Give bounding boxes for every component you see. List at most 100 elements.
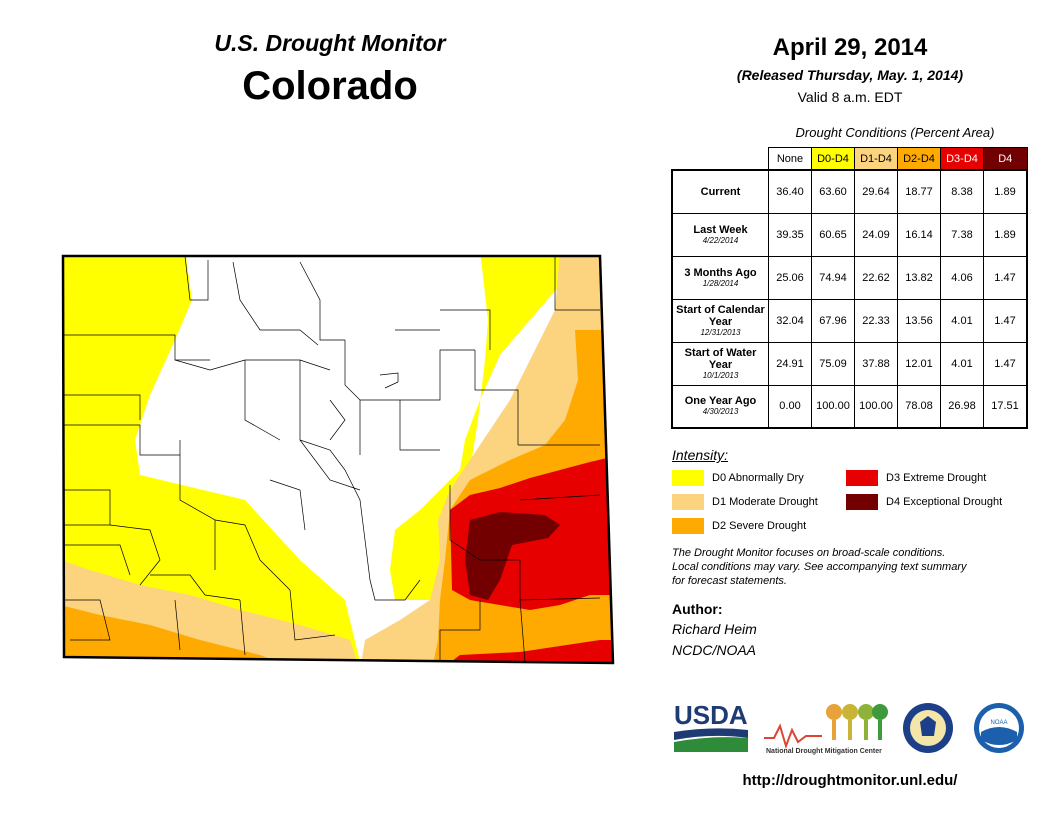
table-row: One Year Ago 4/30/2013 0.00 100.00 100.00 78.… <box>671 384 1028 429</box>
table-cell: 36.40 <box>768 169 812 214</box>
monitor-title: U.S. Drought Monitor <box>214 30 446 56</box>
website-url[interactable]: http://droughtmonitor.unl.edu/ <box>742 772 958 789</box>
table-cell: 100.00 <box>854 384 898 429</box>
row-label: 3 Months Ago <box>684 266 757 279</box>
note-line: for forecast statements. <box>672 575 787 587</box>
state-outline <box>61 254 615 665</box>
table-cell: 1.47 <box>983 255 1028 300</box>
table-cell: 24.91 <box>768 341 812 386</box>
table-row: Current 36.40 63.60 29.64 18.77 8.38 1.89 <box>671 169 1028 214</box>
table-cell: 22.62 <box>854 255 898 300</box>
table-cell: 4.01 <box>940 298 984 343</box>
row-header: Start of Water Year 10/1/2013 <box>671 341 769 386</box>
row-date: 4/22/2014 <box>702 235 739 245</box>
row-header: 3 Months Ago 1/28/2014 <box>671 255 769 300</box>
author-label: Author: <box>672 601 723 617</box>
table-row: Start of Calendar Year 12/31/2013 32.04 67.… <box>671 298 1028 343</box>
table-row: 3 Months Ago 1/28/2014 25.06 74.94 22.62 13.8… <box>671 255 1028 300</box>
table-cell: 18.77 <box>897 169 941 214</box>
legend-swatch <box>846 494 878 510</box>
map-date: April 29, 2014 <box>772 34 928 61</box>
table-cell: 7.38 <box>940 212 984 257</box>
table-cell: 12.01 <box>897 341 941 386</box>
release-date: (Released Thursday, May. 1, 2014) <box>736 67 964 83</box>
drought-statistics-table: None D0-D4 D1-D4 D2-D4 D3-D4 D4 Current 36.40 6… <box>671 147 1028 429</box>
row-date: 10/1/2013 <box>702 370 739 380</box>
legend-swatch <box>846 470 878 486</box>
table-cell: 25.06 <box>768 255 812 300</box>
legend-label: D0 Abnormally Dry <box>712 472 804 484</box>
legend-swatch <box>672 518 704 534</box>
row-date: 4/30/2013 <box>702 407 739 417</box>
table-cell: 100.00 <box>811 384 855 429</box>
disclaimer-note: The Drought Monitor focuses on broad-sca… <box>672 546 1032 588</box>
table-cell: 17.51 <box>983 384 1028 429</box>
table-row: Start of Water Year 10/1/2013 24.91 75.09 37… <box>671 341 1028 386</box>
legend-label: D1 Moderate Drought <box>712 496 818 508</box>
legend-title: Intensity: <box>672 447 729 463</box>
table-cell: 29.64 <box>854 169 898 214</box>
noaa-logo: NOAA <box>974 703 1024 753</box>
table-cell: 1.89 <box>983 169 1028 214</box>
table-cell: 13.56 <box>897 298 941 343</box>
table-cell: 63.60 <box>811 169 855 214</box>
column-header: D2-D4 <box>897 147 941 171</box>
row-label: Current <box>700 185 741 198</box>
table-cell: 4.06 <box>940 255 984 300</box>
table-cell: 78.08 <box>897 384 941 429</box>
table-cell: 32.04 <box>768 298 812 343</box>
table-cell: 1.47 <box>983 298 1028 343</box>
county-boundaries <box>63 256 601 663</box>
table-cell: 13.82 <box>897 255 941 300</box>
table-cell: 75.09 <box>811 341 855 386</box>
legend-swatch <box>672 470 704 486</box>
column-header: D3-D4 <box>940 147 984 171</box>
table-cell: 22.33 <box>854 298 898 343</box>
table-cell: 24.09 <box>854 212 898 257</box>
usda-logo-text: USDA <box>674 700 748 730</box>
row-label: One Year Ago <box>684 395 757 408</box>
usda-logo: USDA <box>674 700 748 752</box>
column-header: D0-D4 <box>811 147 855 171</box>
valid-time: Valid 8 a.m. EDT <box>797 89 903 105</box>
legend-label: D2 Severe Drought <box>712 520 807 532</box>
table-cell: 74.94 <box>811 255 855 300</box>
row-label: Start of Water Year <box>684 346 757 371</box>
table-cell: 37.88 <box>854 341 898 386</box>
table-cell: 4.01 <box>940 341 984 386</box>
colorado-drought-map <box>61 254 615 665</box>
ndmc-logo: National Drought Mitigation Center <box>764 704 888 755</box>
noaa-logo-text: NOAA <box>990 720 1007 726</box>
row-header: Last Week 4/22/2014 <box>671 212 769 257</box>
table-row: Last Week 4/22/2014 39.35 60.65 24.09 16.14 7.… <box>671 212 1028 257</box>
table-cell: 26.98 <box>940 384 984 429</box>
header-blank <box>672 148 769 171</box>
table-cell: 1.89 <box>983 212 1028 257</box>
legend-label: D3 Extreme Drought <box>886 472 987 484</box>
table-cell: 67.96 <box>811 298 855 343</box>
author-org: NCDC/NOAA <box>672 642 757 658</box>
region-d0-northeast <box>390 256 560 600</box>
table-caption: Drought Conditions (Percent Area) <box>795 125 995 140</box>
region-d4 <box>465 512 560 600</box>
row-header: Start of Calendar Year 12/31/2013 <box>671 298 769 343</box>
region-d0-west <box>63 256 362 663</box>
row-date: 1/28/2014 <box>702 278 739 288</box>
row-date: 12/31/2013 <box>700 327 741 337</box>
note-line: Local conditions may vary. See accompany… <box>672 561 967 573</box>
row-label: Last Week <box>693 223 748 236</box>
column-header: D1-D4 <box>854 147 898 171</box>
table-cell: 60.65 <box>811 212 855 257</box>
table-cell: 0.00 <box>768 384 812 429</box>
table-header-row: None D0-D4 D1-D4 D2-D4 D3-D4 D4 <box>672 147 1028 171</box>
row-header: Current <box>671 169 769 214</box>
row-label: Start of Calendar Year <box>676 303 765 328</box>
commerce-seal-logo <box>903 703 953 753</box>
legend-label: D4 Exceptional Drought <box>886 496 1003 508</box>
ndmc-logo-text: National Drought Mitigation Center <box>766 748 882 755</box>
row-header: One Year Ago 4/30/2013 <box>671 384 769 429</box>
table-cell: 8.38 <box>940 169 984 214</box>
note-line: The Drought Monitor focuses on broad-sca… <box>672 547 946 559</box>
table-cell: 39.35 <box>768 212 812 257</box>
table-cell: 1.47 <box>983 341 1028 386</box>
